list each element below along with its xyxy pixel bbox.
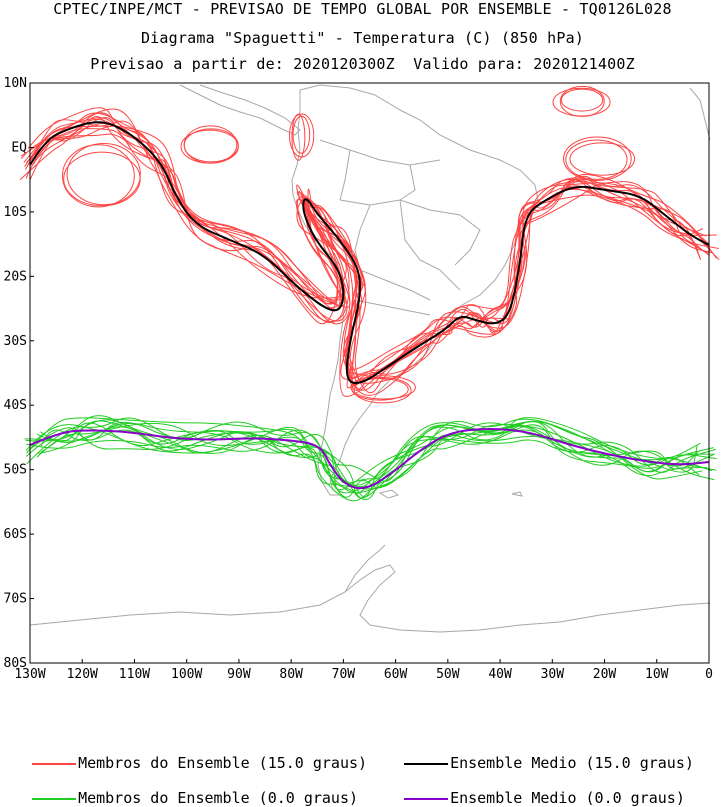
member-contour-0 (26, 417, 717, 501)
member-contour-15 (34, 133, 708, 386)
member-contour-15 (29, 112, 710, 397)
lon-label: 0 (705, 667, 713, 682)
legend-swatch-black (404, 762, 449, 765)
legend-swatch-green (32, 797, 77, 800)
member-contour-15 (33, 116, 710, 391)
contour-layer (19, 85, 720, 502)
title-line-2: Diagrama "Spaguetti" - Temperatura (C) (… (140, 29, 585, 47)
legend-item-mean-0: Ensemble Medio (0.0 graus) (386, 771, 685, 807)
legend-label-mean-15: Ensemble Medio (15.0 graus) (450, 754, 694, 772)
member-contour-15 (61, 144, 135, 208)
member-contour-15 (25, 128, 717, 387)
member-contour-0 (25, 429, 708, 482)
legend-label-member-15: Membros do Ensemble (15.0 graus) (78, 754, 368, 772)
antarctica-coast (29, 564, 711, 633)
lon-label: 30W (541, 667, 565, 682)
coastlines (29, 84, 711, 633)
lat-label: 10N (4, 76, 27, 91)
member-contour-0 (36, 420, 700, 496)
member-contour-15 (20, 125, 704, 394)
lat-label: 70S (4, 592, 27, 607)
member-contour-0 (26, 417, 715, 486)
member-contour-15 (563, 136, 632, 181)
lat-label: 40S (4, 398, 27, 413)
africa-west-coast (689, 87, 711, 141)
member-contour-15 (23, 120, 710, 382)
member-contour-15 (66, 142, 141, 206)
falkland-islands (378, 489, 400, 499)
lon-label: 110W (119, 667, 150, 682)
member-contour-15 (180, 129, 239, 164)
lat-label: 50S (4, 463, 27, 478)
member-contour-15 (26, 122, 707, 380)
member-contour-15 (183, 125, 238, 164)
member-contour-0 (40, 415, 713, 484)
south-america-coast (291, 84, 539, 496)
lon-label: 40W (488, 667, 512, 682)
lon-label: 20W (593, 667, 617, 682)
member-contour-15 (350, 375, 416, 400)
legend-swatch-red (32, 762, 77, 765)
lon-label: 120W (67, 667, 98, 682)
lon-label: 50W (436, 667, 460, 682)
lon-label: 100W (171, 667, 202, 682)
title-line-1: CPTEC/INPE/MCT - PREVISAO DE TEMPO GLOBA… (53, 0, 672, 18)
south-georgia (511, 491, 523, 497)
lon-label: 70W (332, 667, 356, 682)
mean-contour-15 (29, 121, 710, 384)
member-contour-0 (24, 418, 701, 494)
lat-label: 30S (4, 334, 27, 349)
legend-item-member-15: Membros do Ensemble (15.0 graus) (14, 736, 367, 772)
member-contour-15 (19, 118, 713, 389)
antarctic-peninsula (344, 544, 386, 593)
legend-item-mean-15: Ensemble Medio (15.0 graus) (386, 736, 694, 772)
latitude-labels: 10N EQ 10S 20S 30S 40S 50S 60S 70S 80S (4, 76, 34, 671)
mean-contour-0 (29, 428, 710, 490)
lat-label: 60S (4, 527, 27, 542)
member-contour-15 (565, 139, 628, 180)
legend-swatch-purple (404, 797, 449, 800)
member-contour-15 (20, 108, 702, 380)
lon-label: 90W (227, 667, 251, 682)
member-contour-15 (63, 151, 141, 207)
member-contour-15 (353, 377, 412, 404)
member-contour-15 (569, 142, 636, 176)
member-contour-15 (559, 85, 605, 117)
map-frame (29, 82, 710, 664)
member-contour-15 (560, 88, 604, 112)
member-contour-15 (351, 377, 409, 401)
member-contour-0 (25, 419, 716, 498)
lon-label: 60W (384, 667, 408, 682)
lat-label: 10S (4, 205, 27, 220)
lat-label: 20S (4, 269, 27, 284)
central-america-coast (179, 84, 301, 136)
lon-label: 10W (645, 667, 669, 682)
member-contour-15 (291, 113, 306, 161)
member-contour-15 (24, 112, 720, 384)
lat-label: 80S (4, 656, 27, 671)
title-line-3: Previsao a partir de: 2020120300Z Valido… (90, 55, 635, 73)
lat-label: EQ (11, 140, 27, 155)
longitude-labels: 130W 120W 110W 100W 90W 80W 70W 60W 50W 40W 30W 20W… (14, 659, 713, 682)
lon-label: 130W (14, 667, 45, 682)
lon-label: 80W (279, 667, 303, 682)
legend-item-member-0: Membros do Ensemble (0.0 graus) (14, 771, 358, 807)
member-contour-0 (36, 422, 714, 494)
